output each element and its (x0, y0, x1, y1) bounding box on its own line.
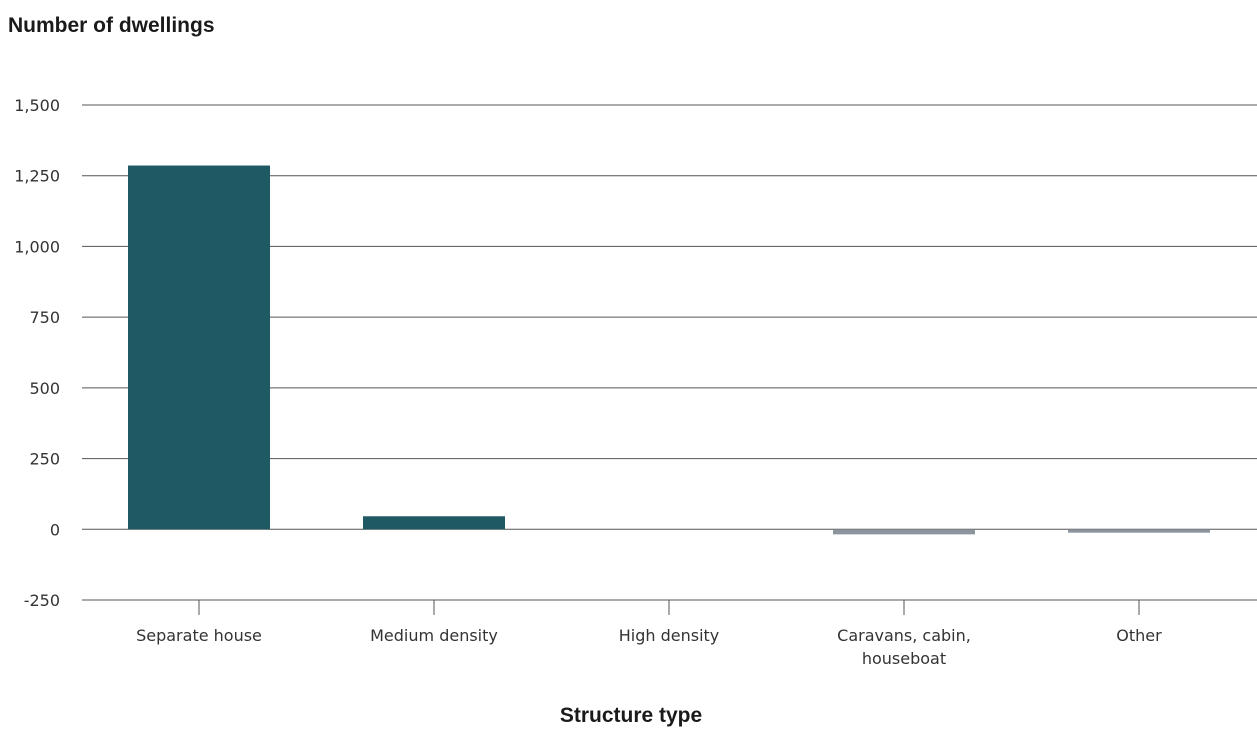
y-tick-label: 1,250 (14, 167, 60, 186)
bars (128, 165, 1210, 535)
bar (128, 165, 270, 530)
y-tick-label: 750 (29, 308, 60, 327)
category-label-line: Other (1116, 626, 1162, 645)
y-tick-label: 0 (50, 520, 60, 539)
bar (363, 516, 505, 530)
category-label-line: Medium density (370, 626, 498, 645)
y-tick-label: 500 (29, 379, 60, 398)
y-tick-label: -250 (24, 591, 60, 610)
category-label-line: Caravans, cabin, (837, 626, 971, 645)
bar (833, 529, 975, 535)
y-tick-label: 1,000 (14, 237, 60, 256)
y-axis-title: Number of dwellings (8, 14, 215, 37)
y-tick-labels: -250 0 250 500 750 1,000 1,250 1,500 (14, 96, 60, 610)
category-labels: Separate house Medium density High density… (136, 626, 1162, 668)
x-axis-title: Structure type (560, 704, 702, 727)
category-label: High density (619, 626, 720, 645)
y-tick-label: 250 (29, 450, 60, 469)
bar (1068, 529, 1210, 533)
grid-lines (82, 104, 1257, 601)
category-label: Other (1116, 626, 1162, 645)
x-tick-marks (198, 600, 1140, 615)
y-tick-label: 1,500 (14, 96, 60, 115)
category-label-line: High density (619, 626, 720, 645)
category-label-line: Separate house (136, 626, 262, 645)
category-label: Medium density (370, 626, 498, 645)
category-label-line: houseboat (862, 649, 946, 668)
category-label: Caravans, cabin, houseboat (837, 626, 971, 668)
category-label: Separate house (136, 626, 262, 645)
